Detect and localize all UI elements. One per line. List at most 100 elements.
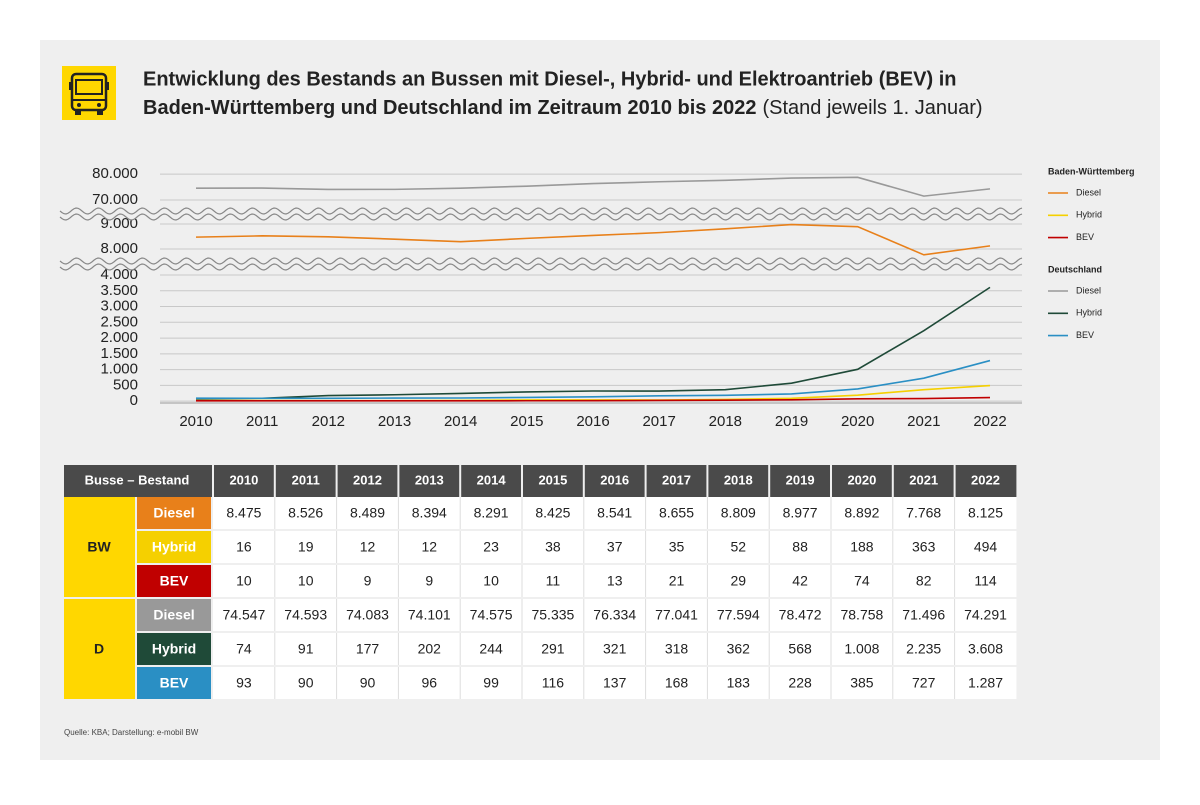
table-cell: 8.394 [412, 505, 447, 521]
table-cell: 71.496 [902, 607, 945, 623]
table-row-bg [213, 599, 1017, 631]
y-tick-label: 2.000 [100, 329, 138, 346]
x-tick-label: 2020 [841, 413, 874, 430]
table-cell: 9 [364, 573, 372, 589]
table-cell: 9 [425, 573, 433, 589]
y-tick-label: 1.000 [100, 361, 138, 378]
y-tick-label: 70.000 [92, 191, 138, 208]
table-cell: 74.101 [408, 607, 451, 623]
chart-title-line: Baden-Württemberg und Deutschland im Zei… [143, 97, 983, 119]
table-cell: 8.655 [659, 505, 694, 521]
table-cell: 8.526 [288, 505, 323, 521]
source: Quelle: KBA; Darstellung: e-mobil BW [64, 728, 199, 737]
x-tick-label: 2011 [246, 413, 278, 430]
y-tick-label: 8.000 [100, 240, 138, 257]
table-col-header: 2022 [971, 472, 1000, 487]
table-cell: 19 [298, 539, 314, 555]
table-cell: 362 [727, 641, 751, 657]
table-cell: 78.472 [779, 607, 822, 623]
x-tick-label: 2017 [642, 413, 675, 430]
table-cell: 12 [360, 539, 376, 555]
table-cell: 23 [483, 539, 499, 555]
table-cell: 99 [483, 675, 499, 691]
table-cell: 74.593 [284, 607, 327, 623]
y-tick-label: 2.500 [100, 313, 138, 330]
table-col-header: 2014 [477, 472, 507, 487]
bus-icon [62, 66, 116, 120]
table-col-header: 2019 [786, 472, 815, 487]
y-tick-label: 3.000 [100, 298, 138, 315]
table-cell: 90 [360, 675, 376, 691]
x-tick-label: 2012 [312, 413, 345, 430]
table-cell: 188 [850, 539, 874, 555]
table-cell: 318 [665, 641, 689, 657]
legend-label: Hybrid [1076, 308, 1102, 318]
table-col-header: 2018 [724, 472, 753, 487]
legend-group: Deutschland [1048, 264, 1102, 274]
table-cell: 1.008 [844, 641, 879, 657]
x-tick-label: 2010 [179, 413, 212, 430]
table-col-header: 2017 [662, 472, 691, 487]
table-cell: 74.083 [346, 607, 389, 623]
table-cell: 363 [912, 539, 936, 555]
table-cell: 168 [665, 675, 689, 691]
table-cell: 42 [792, 573, 808, 589]
x-tick-label: 2016 [576, 413, 609, 430]
x-tick-label: 2021 [907, 413, 940, 430]
legend-label: Hybrid [1076, 210, 1102, 220]
table-col-header: 2015 [538, 472, 567, 487]
table-col-header: 2016 [600, 472, 629, 487]
table-col-header: 2011 [292, 472, 320, 487]
axis-break [59, 263, 1023, 271]
table-header: Busse – Bestand [85, 472, 190, 487]
legend-group: Baden-Württemberg [1048, 166, 1135, 176]
table-series-label: Hybrid [152, 539, 196, 555]
table-cell: 568 [788, 641, 812, 657]
table-cell: 8.977 [783, 505, 818, 521]
table-cell: 244 [479, 641, 503, 657]
table-cell: 8.291 [474, 505, 509, 521]
table-group-label: BW [87, 539, 111, 555]
table-cell: 7.768 [906, 505, 941, 521]
table-cell: 88 [792, 539, 808, 555]
table-series-cell [137, 565, 211, 597]
table-cell: 2.235 [906, 641, 941, 657]
table-cell: 75.335 [531, 607, 574, 623]
table-series-label: BEV [160, 573, 189, 589]
table-cell: 114 [974, 573, 997, 589]
table-group-cell [64, 599, 135, 699]
table-cell: 77.041 [655, 607, 698, 623]
table-cell: 202 [418, 641, 442, 657]
table-cell: 13 [607, 573, 623, 589]
y-tick-label: 0 [130, 392, 138, 409]
table-cell: 3.608 [968, 641, 1003, 657]
table-cell: 8.125 [968, 505, 1003, 521]
axis-break [59, 257, 1023, 265]
table-col-header: 2012 [353, 472, 382, 487]
table-cell: 82 [916, 573, 932, 589]
legend-label: BEV [1076, 330, 1094, 340]
table-cell: 1.287 [968, 675, 1003, 691]
table-cell: 74.575 [470, 607, 513, 623]
series-line [196, 396, 991, 402]
table-series-cell [137, 667, 211, 699]
table-cell: 29 [731, 573, 747, 589]
table-cell: 35 [669, 539, 685, 555]
legend-label: Diesel [1076, 285, 1101, 295]
table-cell: 116 [542, 675, 565, 691]
table-series-label: Diesel [153, 505, 194, 521]
table-cell: 10 [236, 573, 252, 589]
table-series-label: BEV [160, 675, 189, 691]
table-cell: 16 [236, 539, 252, 555]
series-line [195, 286, 991, 400]
table-row-bg [213, 633, 1017, 665]
table-cell: 12 [422, 539, 438, 555]
table-cell: 52 [731, 539, 747, 555]
table-row-bg [213, 531, 1017, 563]
axis-break-gap [60, 258, 1022, 270]
table-series-label: Diesel [153, 607, 194, 623]
table-cell: 77.594 [717, 607, 760, 623]
table-group-label: D [94, 641, 104, 657]
axis-break-gap [60, 208, 1022, 220]
